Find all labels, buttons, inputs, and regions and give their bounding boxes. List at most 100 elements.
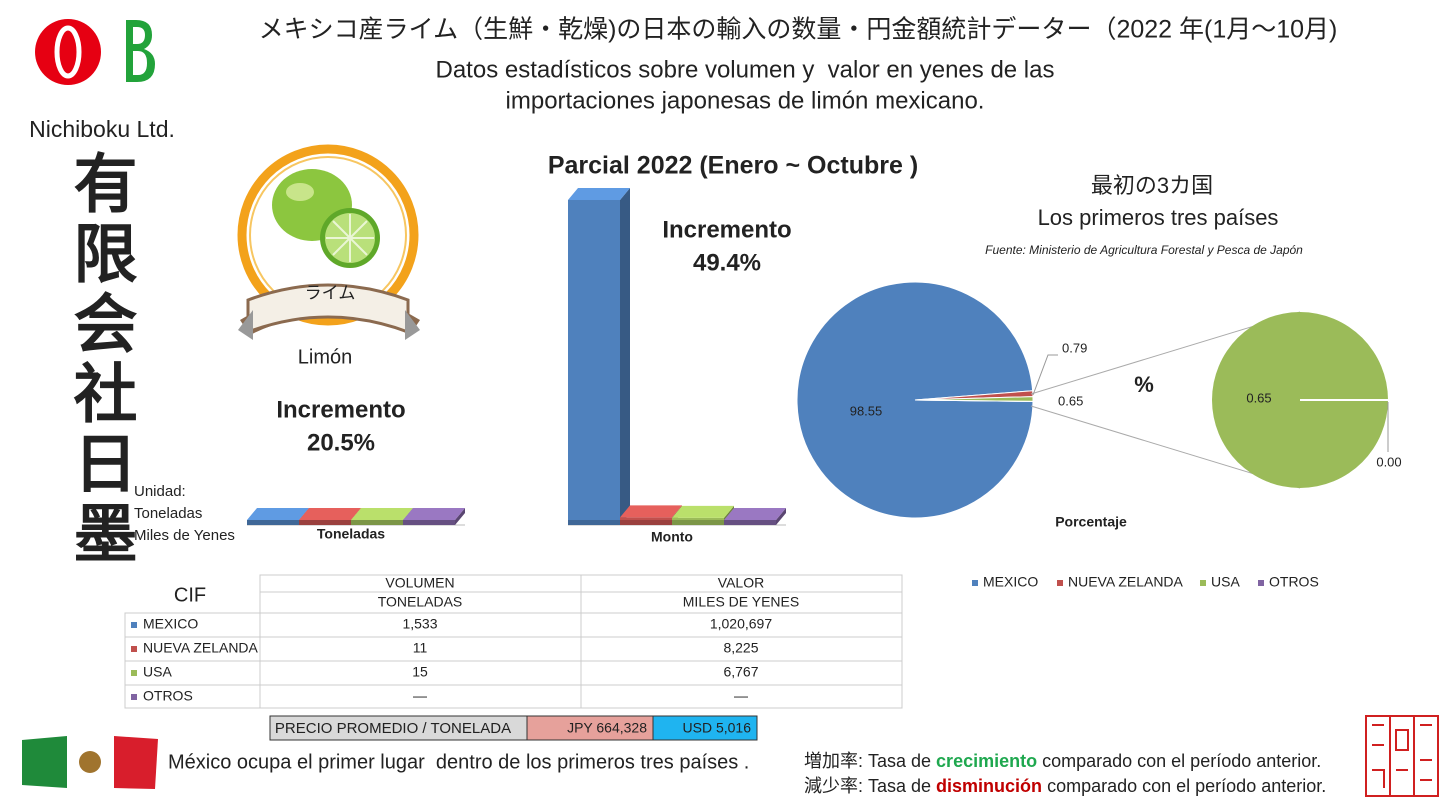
bar	[568, 200, 620, 520]
increase-label: Incremento	[276, 396, 405, 423]
footer-note: 減少率: Tasa de disminución comparado con e…	[804, 776, 1326, 796]
bar-top	[620, 505, 682, 518]
bar-side	[776, 508, 786, 525]
bar-top	[351, 508, 413, 520]
x-label: Monto	[651, 529, 693, 545]
data-label: 98.55	[850, 403, 883, 418]
bar-base	[247, 520, 299, 525]
pie-subtitle: Los primeros tres países	[1038, 205, 1279, 230]
x-label: Toneladas	[317, 526, 385, 542]
pie-title: 最初の3カ国	[1091, 173, 1213, 198]
table-corner: CIF	[174, 584, 206, 606]
bar-base	[351, 520, 403, 525]
bar-side	[620, 188, 630, 525]
row-swatch	[131, 670, 137, 676]
increase-label: Incremento	[662, 216, 791, 243]
unit-title: Unidad:	[134, 483, 186, 500]
cell: —	[734, 688, 748, 704]
price-jpy: JPY 664,328	[567, 720, 647, 736]
cell: —	[413, 688, 427, 704]
cell: 8,225	[723, 640, 758, 656]
column-unit: MILES DE YENES	[683, 594, 799, 610]
legend-swatch	[1258, 580, 1264, 586]
bar-base	[568, 520, 620, 525]
column-title: VOLUMEN	[385, 575, 454, 591]
bar-base	[672, 520, 724, 525]
legend-label: MEXICO	[983, 574, 1038, 590]
legend-label: USA	[1211, 574, 1240, 590]
cell: 15	[412, 664, 428, 680]
bar-top	[724, 508, 786, 520]
price-cell	[526, 715, 654, 741]
row-label: USA	[143, 664, 172, 680]
increase-value: 49.4%	[693, 249, 761, 276]
row-label: MEXICO	[143, 616, 198, 632]
bar	[672, 517, 724, 520]
bar-top	[568, 188, 630, 200]
note-emphasis: disminución	[936, 776, 1042, 796]
cell: 1,020,697	[710, 616, 772, 632]
subtitle: Datos estadísticos sobre volumen y valor…	[436, 56, 1055, 83]
bar-side	[455, 508, 465, 525]
unit-line: Toneladas	[134, 505, 202, 522]
legend-label: OTROS	[1269, 574, 1319, 590]
table	[124, 574, 903, 709]
lime-label-es: Limón	[298, 346, 352, 368]
row-label: NUEVA ZELANDA	[143, 640, 259, 656]
pie-xlabel: Porcentaje	[1055, 514, 1127, 530]
row-label: OTROS	[143, 688, 193, 704]
data-label: 0.65	[1058, 393, 1083, 408]
bar-top	[672, 505, 734, 518]
data-label: 0.79	[1062, 340, 1087, 355]
lime-label-jp: ライム	[305, 283, 356, 302]
bar-base	[724, 520, 776, 525]
column-unit: TONELADAS	[378, 594, 463, 610]
legend-swatch	[1057, 580, 1063, 586]
pie-slice	[914, 399, 1033, 402]
row-swatch	[131, 694, 137, 700]
flag	[22, 736, 158, 789]
price-cell	[652, 715, 758, 741]
price-cell	[269, 715, 528, 741]
bar	[620, 517, 672, 520]
pie-annotation: %	[1134, 372, 1154, 397]
section-title: Parcial 2022 (Enero ~ Octubre )	[548, 152, 918, 180]
legend-swatch	[1200, 580, 1206, 586]
note-text: 増加率: Tasa de	[804, 751, 936, 771]
lime-icon	[237, 144, 420, 340]
footer-statement: México ocupa el primer lugar dentro de l…	[168, 751, 749, 773]
increase-value: 20.5%	[307, 429, 375, 456]
cell: 6,767	[723, 664, 758, 680]
title-jp: メキシコ産ライム（生鮮・乾燥)の日本の輸入の数量・円金額統計データー（2022 …	[259, 16, 1338, 44]
logo	[35, 19, 155, 85]
leader-line	[1032, 354, 1058, 396]
subtitle: importaciones japonesas de limón mexican…	[506, 87, 985, 114]
note-text: 減少率: Tasa de	[804, 776, 936, 796]
pie-source: Fuente: Ministerio de Agricultura Forest…	[985, 243, 1303, 257]
cell: 11	[413, 640, 428, 656]
row-swatch	[131, 646, 137, 652]
unit-line: Miles de Yenes	[134, 527, 235, 544]
cell: 1,533	[402, 616, 437, 632]
bar-top	[403, 508, 465, 520]
bar-base	[299, 520, 351, 525]
data-label: 0.00	[1376, 454, 1401, 469]
note-text: comparado con el período anterior.	[1037, 751, 1321, 771]
seal	[1365, 715, 1439, 797]
bar-base	[403, 520, 455, 525]
price-label: PRECIO PROMEDIO / TONELADA	[275, 720, 511, 737]
company-kanji: 有限会社日墨	[63, 150, 138, 570]
bar-top	[247, 508, 309, 520]
footer-note: 増加率: Tasa de crecimiento comparado con e…	[804, 751, 1321, 771]
note-text: comparado con el período anterior.	[1042, 776, 1326, 796]
price-usd: USD 5,016	[683, 720, 752, 736]
bar-top	[299, 508, 361, 520]
note-emphasis: crecimiento	[936, 751, 1037, 771]
legend-swatch	[972, 580, 978, 586]
bar-base	[620, 520, 672, 525]
company-name: Nichiboku Ltd.	[29, 116, 175, 142]
column-title: VALOR	[718, 575, 764, 591]
data-label: 0.65	[1246, 390, 1271, 405]
row-swatch	[131, 622, 137, 628]
